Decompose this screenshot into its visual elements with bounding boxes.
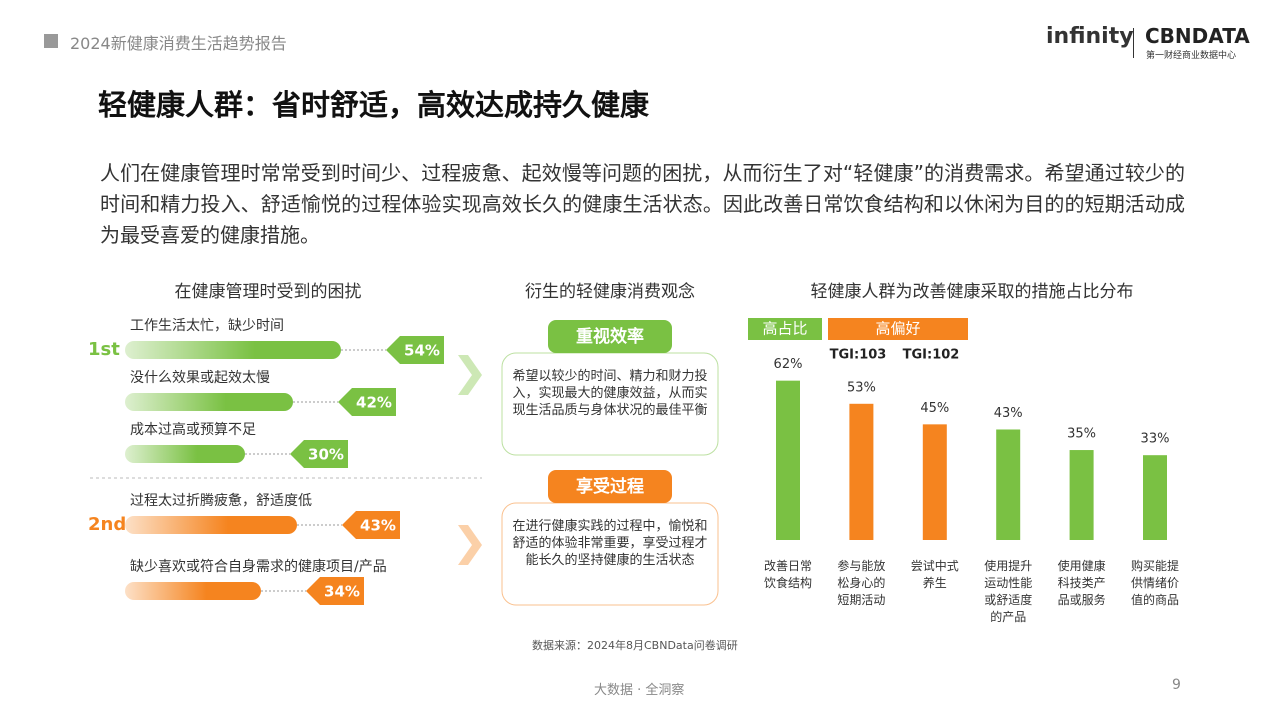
legend-box [748, 318, 822, 340]
section-title: 衍生的轻健康消费观念 [525, 281, 695, 302]
value-tag [306, 577, 364, 605]
value-label: 43% [360, 517, 396, 535]
value-label: 33% [1141, 432, 1170, 447]
card-text: 在进行健康实践的过程中，愉悦和舒适的体验非常重要，享受过程才能长久的坚持健康的生… [512, 519, 708, 568]
footer-slogan: 大数据 · 全洞察 [594, 683, 685, 698]
bar [849, 403, 874, 540]
x-tick-label: 改善日常饮食结构 [764, 558, 812, 590]
paragraph: 人们在健康管理时常常受到时间少、过程疲惫、起效慢等问题的困扰，从而衍生了对“轻健… [100, 161, 1185, 247]
rank: 2nd [88, 514, 126, 535]
x-tick-label: 使用提升运动性能或舒适度的产品 [984, 558, 1032, 624]
x-tick-label: 购买能提供情绪价值的商品 [1131, 558, 1179, 607]
bar-label: 成本过高或预算不足 [130, 421, 256, 438]
value-label: 54% [404, 342, 440, 360]
value-label: 62% [774, 357, 803, 372]
heading: 轻健康人群：省时舒适，高效达成持久健康 [98, 88, 650, 122]
report-title: 2024新健康消费生活趋势报告 [70, 34, 287, 53]
bar [1143, 455, 1167, 540]
bar-label: 缺少喜欢或符合自身需求的健康项目/产品 [130, 558, 387, 575]
value-label: 43% [994, 406, 1023, 421]
logo-left: infinity [1046, 24, 1134, 49]
bar-label: 没什么效果或起效太慢 [130, 369, 270, 386]
value-label: 53% [847, 380, 876, 395]
logo-divider [1133, 28, 1134, 58]
value-label: 45% [920, 401, 949, 416]
bar-label: 过程太过折腾疲惫，舒适度低 [130, 492, 312, 509]
card-pill [548, 470, 672, 503]
chart-title: 在健康管理时受到的困扰 [175, 282, 362, 302]
annotation: TGI:103 [830, 348, 887, 363]
bar [125, 393, 293, 411]
chevron [458, 355, 482, 395]
value-tag [342, 511, 400, 539]
value-label: 30% [308, 446, 344, 464]
chart-title: 轻健康人群为改善健康采取的措施占比分布 [811, 282, 1134, 302]
logo-right-sub: 第一财经商业数据中心 [1146, 51, 1237, 61]
bar [125, 445, 245, 463]
bar [1069, 450, 1094, 540]
x-tick-label: 参与能放松身心的短期活动 [837, 558, 885, 607]
card-pill [548, 320, 672, 353]
bar [996, 429, 1021, 540]
bar [125, 582, 261, 600]
card-text: 希望以较少的时间、精力和财力投入，实现最大的健康效益，从而实现生活品质与身体状况… [512, 369, 708, 418]
card-title: 享受过程 [576, 476, 644, 497]
value-label: 42% [356, 394, 392, 412]
bar-label: 工作生活太忙，缺少时间 [130, 318, 284, 334]
logo-right: CBNDATA [1145, 24, 1250, 48]
x-tick-label: 使用健康科技类产品或服务 [1058, 558, 1106, 607]
bar [125, 516, 297, 534]
value-label: 34% [324, 583, 360, 601]
bar [125, 341, 341, 359]
page-number: 9 [1172, 677, 1181, 693]
source: 数据来源：2024年8月CBNData问卷调研 [532, 639, 738, 652]
value-tag [290, 440, 348, 468]
value-label: 35% [1067, 427, 1096, 442]
bar [922, 424, 947, 540]
rank: 1st [88, 339, 120, 360]
header-square [44, 34, 58, 48]
value-tag [386, 336, 444, 364]
card-title: 重视效率 [576, 326, 644, 347]
legend-label: 高占比 [762, 320, 807, 338]
legend-label: 高偏好 [875, 320, 920, 338]
chevron [458, 525, 482, 565]
annotation: TGI:102 [903, 348, 960, 363]
value-tag [338, 388, 396, 416]
bar [776, 380, 800, 540]
x-tick-label: 尝试中式养生 [911, 558, 959, 590]
legend-box [828, 318, 968, 340]
